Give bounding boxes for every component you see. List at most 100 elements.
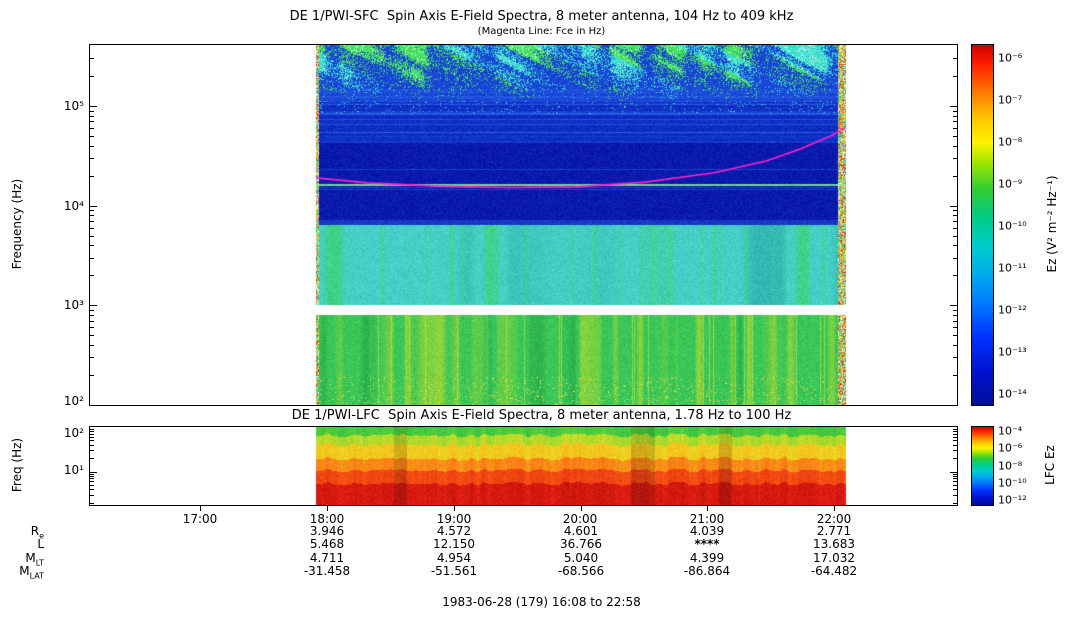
eph-label-sub: e [39,531,44,541]
minor-tick [90,445,94,446]
sfc-title: DE 1/PWI-SFC Spin Axis E-Field Spectra, … [289,9,794,24]
eph-label-sub: LAT [29,571,44,581]
major-tick [90,106,97,107]
minor-tick [953,116,957,117]
eph-re-2200: 2.771 [816,524,852,538]
minor-tick [953,335,957,336]
lfc-colorbar-label: LFC Ez [1043,445,1057,485]
eph-mlat-2000: -68.566 [557,564,605,578]
minor-tick [90,215,94,216]
sfc-y-axis-label: Frequency (Hz) [10,178,24,270]
minor-tick [953,221,957,222]
minor-tick [953,476,957,477]
sfc-plot-area [89,44,958,406]
minor-tick [90,76,94,77]
minor-tick [953,489,957,490]
eph-l-1800: 5.468 [309,537,345,551]
minor-tick [90,245,94,246]
eph-label-sub: LT [35,558,44,568]
eph-mlat-2100: -86.864 [683,564,731,578]
minor-tick [90,310,94,311]
sfc-subtitle: (Magenta Line: Fce in Hz) [477,26,606,37]
minor-tick [90,221,94,222]
minor-tick [953,321,957,322]
eph-label-main: L [37,537,44,551]
minor-tick [953,111,957,112]
minor-tick [953,76,957,77]
minor-tick [953,121,957,122]
time-tick-1800: 18:00 [309,512,345,526]
ephemeris-row-label-mlat: MLAT [0,564,44,580]
minor-tick [90,111,94,112]
eph-label-main: M [25,551,36,565]
lfc-plot-area [89,426,958,506]
hour-tick [834,506,835,511]
minor-tick [953,495,957,496]
minor-tick [90,116,94,117]
minor-tick [953,236,957,237]
sfc-colorbar-tick: 10⁻⁶ [998,51,1023,65]
minor-tick [953,258,957,259]
lfc-spectrogram-canvas [90,427,957,505]
eph-mlat-1900: -51.561 [430,564,478,578]
eph-label-main: R [30,524,40,538]
hour-tick [581,506,582,511]
minor-tick [90,450,94,451]
minor-tick [953,458,957,459]
minor-tick [90,345,94,346]
sfc-colorbar-tick: 10⁻¹⁰ [998,219,1027,233]
minor-tick [90,429,94,430]
eph-l-2000: 36.766 [560,537,602,551]
eph-l-1900: 12.150 [433,537,475,551]
sfc-spectrogram-canvas [90,45,957,405]
major-tick [90,305,97,306]
eph-mlat-2200: -64.482 [810,564,858,578]
minor-tick [953,275,957,276]
minor-tick [90,481,94,482]
hour-tick [327,506,328,511]
minor-tick [953,136,957,137]
minor-tick [90,458,94,459]
minor-tick [953,478,957,479]
minor-tick [90,503,94,504]
minor-tick [953,450,957,451]
ephemeris-row-label-re: Re [0,524,44,540]
minor-tick [90,58,94,59]
minor-tick [90,375,94,376]
eph-mlt-1900: 4.954 [436,551,472,565]
lfc-colorbar-tick: 10⁻⁶ [998,441,1023,455]
minor-tick [953,431,957,432]
time-tick-1900: 19:00 [436,512,472,526]
minor-tick [90,136,94,137]
sfc-colorbar-tick: 10⁻¹⁴ [998,387,1027,401]
minor-tick [90,431,94,432]
lfc-ytick-1e2: 10² [63,426,84,440]
minor-tick [90,158,94,159]
minor-tick [90,495,94,496]
sfc-colorbar-tick: 10⁻¹³ [998,345,1027,359]
minor-tick [953,58,957,59]
minor-tick [953,429,957,430]
minor-tick [90,176,94,177]
minor-tick [953,210,957,211]
minor-tick [953,146,957,147]
minor-tick [953,503,957,504]
ephemeris-row-label-l: L [0,537,44,553]
minor-tick [90,434,94,435]
hour-tick [454,506,455,511]
minor-tick [90,128,94,129]
sfc-ytick-1e5: 10⁵ [63,99,84,113]
eph-mlt-2200: 17.032 [813,551,855,565]
eph-mlt-2000: 5.040 [563,551,599,565]
ephemeris-row-label-mlt: MLT [0,551,44,567]
sfc-colorbar-label: Ez (V² m⁻² Hz⁻¹) [1045,175,1059,273]
eph-re-1900: 4.572 [436,524,472,538]
minor-tick [953,437,957,438]
minor-tick [953,440,957,441]
minor-tick [90,357,94,358]
minor-tick [953,357,957,358]
minor-tick [953,481,957,482]
minor-tick [90,321,94,322]
minor-tick [953,375,957,376]
minor-tick [953,310,957,311]
